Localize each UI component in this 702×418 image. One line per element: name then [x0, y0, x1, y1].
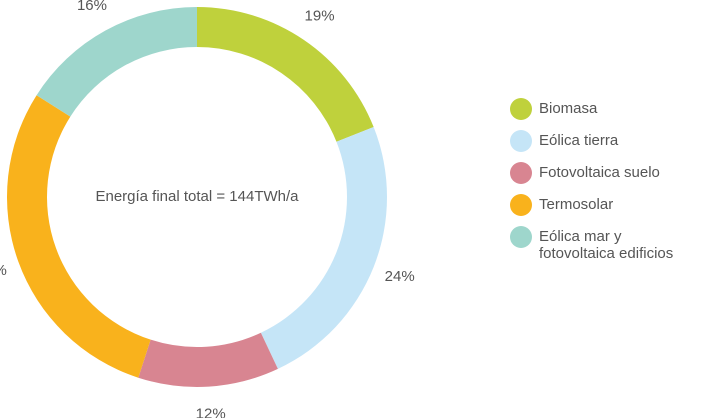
legend: Biomasa Eólica tierra Fotovoltaica suelo Te… — [510, 98, 700, 274]
legend-swatch — [510, 130, 532, 152]
legend-swatch — [510, 226, 532, 248]
slice — [197, 7, 374, 142]
legend-item: Biomasa — [510, 98, 700, 120]
value-label: 16% — [77, 0, 107, 14]
value-label: 24% — [385, 268, 415, 285]
legend-swatch — [510, 162, 532, 184]
legend-item: Fotovoltaica suelo — [510, 162, 700, 184]
legend-item: Termosolar — [510, 194, 700, 216]
legend-swatch — [510, 194, 532, 216]
slice — [138, 332, 278, 387]
legend-label: Termosolar — [539, 196, 614, 213]
value-label: 29% — [0, 262, 7, 279]
center-label: Energía final total = 144TWh/a — [95, 188, 299, 205]
slice — [36, 7, 197, 117]
value-label: 19% — [305, 8, 335, 25]
legend-label: Eólica mar y fotovoltaica edificios — [539, 228, 674, 262]
legend-label: Eólica tierra — [539, 132, 619, 149]
slice — [260, 127, 387, 369]
legend-swatch — [510, 98, 532, 120]
legend-item: Eólica tierra — [510, 130, 700, 152]
value-label: 12% — [196, 406, 226, 418]
legend-label: Biomasa — [539, 100, 598, 117]
legend-item: Eólica mar y fotovoltaica edificios — [510, 226, 700, 262]
legend-label: Fotovoltaica suelo — [539, 164, 660, 181]
slice — [6, 95, 151, 378]
